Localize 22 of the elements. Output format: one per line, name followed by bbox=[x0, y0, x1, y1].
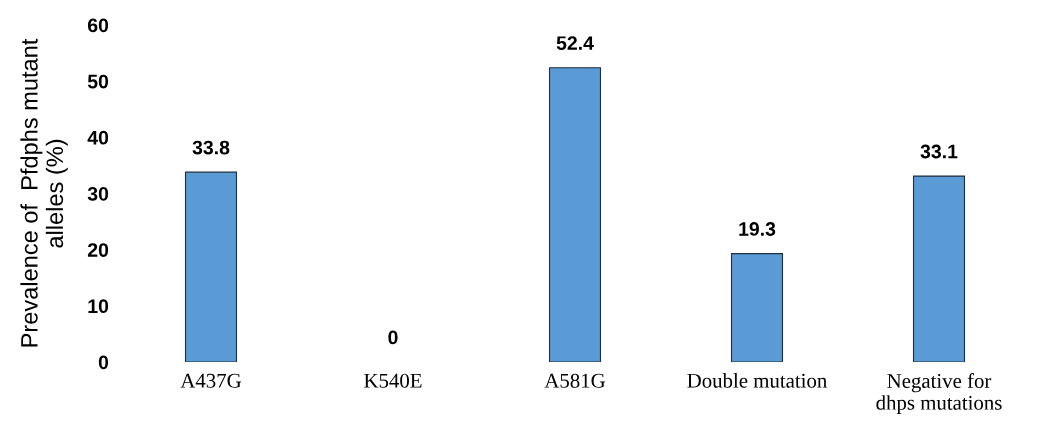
bar bbox=[730, 253, 784, 362]
data-label: 0 bbox=[388, 330, 398, 345]
y-axis-title: Prevalence of Pfdphs mutant alleles (%) bbox=[20, 38, 68, 347]
x-tick-label: A437G bbox=[180, 373, 242, 388]
x-tick-label: Double mutation bbox=[687, 373, 827, 388]
bar bbox=[184, 171, 238, 362]
y-tick-label: 50 bbox=[87, 74, 109, 89]
x-tick-label: K540E bbox=[364, 373, 422, 388]
y-tick-label: 40 bbox=[87, 130, 109, 145]
y-tick-label: 0 bbox=[98, 355, 109, 370]
x-tick-label: Negative for dhps mutations bbox=[876, 373, 1002, 415]
data-label: 33.1 bbox=[920, 144, 958, 159]
data-label: 33.8 bbox=[192, 140, 230, 155]
y-tick-label: 10 bbox=[88, 299, 109, 314]
data-label: 52.4 bbox=[556, 36, 594, 50]
y-tick-label: 60 bbox=[87, 18, 109, 33]
bar bbox=[912, 175, 966, 362]
y-tick-label: 30 bbox=[87, 186, 109, 201]
x-tick-label: A581G bbox=[544, 373, 606, 388]
y-tick-label: 20 bbox=[87, 243, 109, 257]
bar bbox=[548, 67, 602, 362]
data-label: 19.3 bbox=[739, 222, 776, 236]
